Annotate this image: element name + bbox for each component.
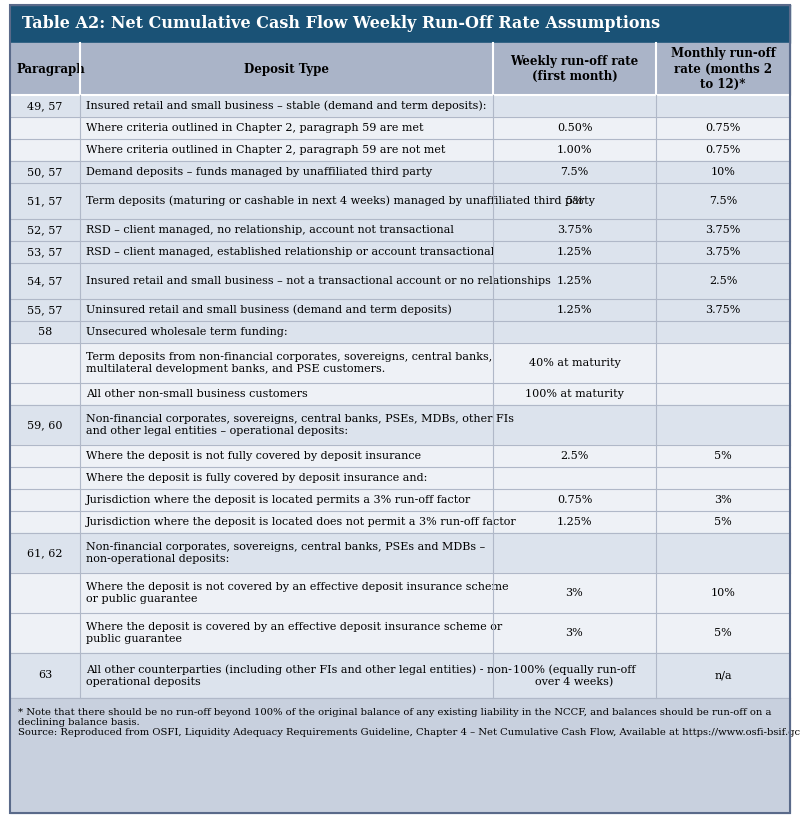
Text: 0.50%: 0.50% (557, 123, 592, 133)
Text: 59, 60: 59, 60 (27, 420, 62, 430)
Text: Insured retail and small business – not a transactional account or no relationsh: Insured retail and small business – not … (86, 276, 551, 286)
Bar (10, 95, 790, 117)
Bar (10, 573, 790, 613)
Text: 10%: 10% (710, 588, 735, 598)
Text: 1.25%: 1.25% (557, 517, 592, 527)
Text: 0.75%: 0.75% (706, 145, 741, 155)
Text: All other counterparties (including other FIs and other legal entities) - non-
o: All other counterparties (including othe… (86, 664, 512, 686)
Text: 3%: 3% (566, 588, 583, 598)
Text: 50, 57: 50, 57 (27, 167, 62, 177)
Text: 3.75%: 3.75% (706, 225, 741, 235)
Bar (10, 405, 790, 445)
Text: 55, 57: 55, 57 (27, 305, 62, 315)
Text: RSD – client managed, no relationship, account not transactional: RSD – client managed, no relationship, a… (86, 225, 454, 235)
Text: Paragraph: Paragraph (16, 62, 85, 75)
Text: 63: 63 (38, 671, 52, 681)
Bar (10, 467, 790, 489)
Text: Where criteria outlined in Chapter 2, paragraph 59 are met: Where criteria outlined in Chapter 2, pa… (86, 123, 423, 133)
Text: Where the deposit is covered by an effective deposit insurance scheme or
public : Where the deposit is covered by an effec… (86, 622, 502, 644)
Bar (10, 5, 790, 43)
Text: 49, 57: 49, 57 (27, 101, 62, 111)
Text: 5%: 5% (566, 196, 583, 206)
Text: 3%: 3% (566, 628, 583, 638)
Text: RSD – client managed, established relationship or account transactional: RSD – client managed, established relati… (86, 247, 494, 257)
Text: Term deposits (maturing or cashable in next 4 weeks) managed by unaffiliated thi: Term deposits (maturing or cashable in n… (86, 196, 595, 206)
Text: Demand deposits – funds managed by unaffiliated third party: Demand deposits – funds managed by unaff… (86, 167, 432, 177)
Bar (10, 343, 790, 383)
Text: 54, 57: 54, 57 (27, 276, 62, 286)
Text: 51, 57: 51, 57 (27, 196, 62, 206)
Text: 5%: 5% (714, 628, 732, 638)
Bar (10, 489, 790, 511)
Text: 5%: 5% (714, 451, 732, 461)
Text: 0.75%: 0.75% (706, 123, 741, 133)
Text: 1.25%: 1.25% (557, 276, 592, 286)
Text: Source: Reproduced from OSFI, Liquidity Adequacy Requirements Guideline, Chapter: Source: Reproduced from OSFI, Liquidity … (18, 728, 800, 737)
Bar (10, 183, 790, 219)
Text: 7.5%: 7.5% (709, 196, 737, 206)
Text: Deposit Type: Deposit Type (244, 62, 329, 75)
Text: Monthly run-off
rate (months 2
to 12)*: Monthly run-off rate (months 2 to 12)* (670, 47, 775, 91)
Bar (10, 43, 790, 95)
Bar (10, 533, 790, 573)
Text: 1.00%: 1.00% (557, 145, 592, 155)
Text: 1.25%: 1.25% (557, 247, 592, 257)
Text: * Note that there should be no run-off beyond 100% of the original balance of an: * Note that there should be no run-off b… (18, 708, 771, 727)
Text: 61, 62: 61, 62 (27, 548, 62, 558)
Bar (10, 653, 790, 698)
Text: 2.5%: 2.5% (560, 451, 589, 461)
Text: 58: 58 (38, 327, 52, 337)
Text: Where the deposit is not fully covered by deposit insurance: Where the deposit is not fully covered b… (86, 451, 421, 461)
Text: Unsecured wholesale term funding:: Unsecured wholesale term funding: (86, 327, 288, 337)
Text: Where the deposit is not covered by an effective deposit insurance scheme
or pub: Where the deposit is not covered by an e… (86, 582, 509, 604)
Text: 40% at maturity: 40% at maturity (529, 358, 620, 368)
Bar (10, 117, 790, 139)
Text: 3.75%: 3.75% (557, 225, 592, 235)
Bar (10, 321, 790, 343)
Text: 3.75%: 3.75% (706, 247, 741, 257)
Text: Weekly run-off rate
(first month): Weekly run-off rate (first month) (510, 55, 638, 83)
Text: Jurisdiction where the deposit is located does not permit a 3% run-off factor: Jurisdiction where the deposit is locate… (86, 517, 517, 527)
Text: n/a: n/a (714, 671, 732, 681)
Text: Non-financial corporates, sovereigns, central banks, PSEs and MDBs –
non-operati: Non-financial corporates, sovereigns, ce… (86, 542, 486, 564)
Text: 2.5%: 2.5% (709, 276, 737, 286)
Text: Non-financial corporates, sovereigns, central banks, PSEs, MDBs, other FIs
and o: Non-financial corporates, sovereigns, ce… (86, 414, 514, 436)
Bar (10, 613, 790, 653)
Text: Table A2: Net Cumulative Cash Flow Weekly Run-Off Rate Assumptions: Table A2: Net Cumulative Cash Flow Weekl… (22, 16, 660, 33)
Bar (10, 161, 790, 183)
Text: 7.5%: 7.5% (560, 167, 589, 177)
Bar (10, 219, 790, 241)
Text: Term deposits from non-financial corporates, sovereigns, central banks,
multilat: Term deposits from non-financial corpora… (86, 353, 492, 374)
Text: Where the deposit is fully covered by deposit insurance and:: Where the deposit is fully covered by de… (86, 473, 427, 483)
Text: 3%: 3% (714, 495, 732, 505)
Text: 5%: 5% (714, 517, 732, 527)
Text: 0.75%: 0.75% (557, 495, 592, 505)
Bar (10, 299, 790, 321)
Text: All other non-small business customers: All other non-small business customers (86, 389, 308, 399)
Text: Uninsured retail and small business (demand and term deposits): Uninsured retail and small business (dem… (86, 305, 452, 315)
Bar (10, 263, 790, 299)
Text: Where criteria outlined in Chapter 2, paragraph 59 are not met: Where criteria outlined in Chapter 2, pa… (86, 145, 446, 155)
Bar (10, 241, 790, 263)
Text: 10%: 10% (710, 167, 735, 177)
Bar (10, 139, 790, 161)
Text: Insured retail and small business – stable (demand and term deposits):: Insured retail and small business – stab… (86, 101, 486, 111)
Text: 52, 57: 52, 57 (27, 225, 62, 235)
Text: Jurisdiction where the deposit is located permits a 3% run-off factor: Jurisdiction where the deposit is locate… (86, 495, 471, 505)
Text: 100% (equally run-off
over 4 weeks): 100% (equally run-off over 4 weeks) (514, 664, 636, 687)
Text: 3.75%: 3.75% (706, 305, 741, 315)
Text: 100% at maturity: 100% at maturity (525, 389, 624, 399)
Bar (10, 383, 790, 405)
Bar (10, 698, 790, 813)
Bar (10, 511, 790, 533)
Bar (10, 445, 790, 467)
Text: 53, 57: 53, 57 (27, 247, 62, 257)
Text: 1.25%: 1.25% (557, 305, 592, 315)
